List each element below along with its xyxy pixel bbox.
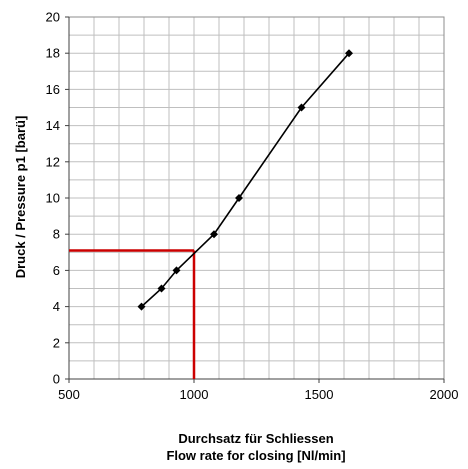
y-tick-label: 12	[46, 154, 60, 169]
data-point	[172, 266, 181, 275]
y-tick-label: 8	[53, 227, 60, 242]
x-tick-labels: 500 1000 1500 2000	[58, 387, 458, 402]
x-tick-label: 1500	[305, 387, 334, 402]
data-point	[297, 103, 306, 112]
x-tick-label: 1000	[180, 387, 209, 402]
y-tick-label: 16	[46, 82, 60, 97]
data-point	[345, 49, 353, 58]
x-tick-label: 2000	[430, 387, 459, 402]
axes	[65, 16, 445, 383]
y-tick-label: 14	[46, 118, 60, 133]
x-tick-label: 500	[58, 387, 80, 402]
data-point	[210, 230, 218, 239]
y-tick-labels: 0 2 4 6 8 10 12 14 16 18 20	[46, 10, 60, 387]
reference-lines	[69, 249, 196, 379]
data-point	[137, 302, 146, 311]
data-series	[137, 49, 353, 311]
y-tick-label: 0	[53, 372, 60, 387]
y-axis-title: Druck / Pressure p1 [barü]	[13, 116, 28, 279]
y-tick-label: 20	[46, 10, 60, 25]
y-tick-label: 2	[53, 335, 60, 350]
data-point	[235, 194, 243, 202]
y-tick-label: 6	[53, 263, 60, 278]
data-point	[157, 284, 166, 293]
grid-lines	[68, 16, 445, 380]
x-axis-title-line1: Durchsatz für Schliessen	[178, 431, 333, 446]
x-axis-title-line2: Flow rate for closing [Nl/min]	[166, 448, 345, 463]
y-tick-label: 4	[53, 299, 60, 314]
y-tick-label: 10	[46, 191, 60, 206]
y-tick-label: 18	[46, 46, 60, 61]
